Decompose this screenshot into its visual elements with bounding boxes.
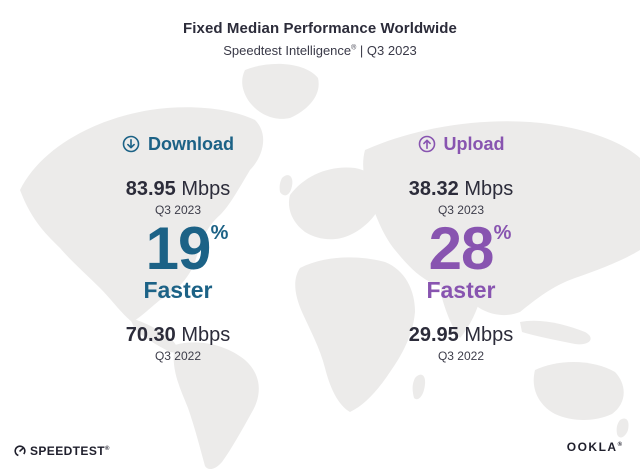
- registered-mark: ®: [351, 44, 357, 52]
- header: Fixed Median Performance Worldwide Speed…: [0, 20, 640, 58]
- speedtest-brand: SPEEDTEST®: [30, 444, 110, 458]
- upload-heading: Upload: [351, 130, 571, 158]
- upload-previous-value: 29.95: [408, 324, 459, 346]
- download-previous-value: 70.30: [125, 324, 176, 346]
- upload-previous-unit: Mbps: [458, 324, 514, 346]
- download-previous-unit: Mbps: [175, 324, 231, 346]
- map-madagascar: [412, 374, 426, 400]
- map-japan: [584, 209, 599, 237]
- subtitle-source: Speedtest Intelligence: [223, 43, 352, 58]
- map-central-america: [130, 318, 178, 353]
- map-uk: [279, 175, 293, 196]
- download-change-label: Faster: [143, 277, 213, 303]
- map-south-america: [173, 342, 259, 470]
- upload-previous-period: Q3 2022: [437, 349, 485, 363]
- upload-current-period: Q3 2023: [437, 203, 485, 217]
- page-title: Fixed Median Performance Worldwide: [182, 20, 457, 37]
- download-heading: Download: [68, 130, 288, 158]
- upload-label: Upload: [443, 133, 505, 154]
- map-australia: [533, 361, 624, 420]
- map-india: [440, 269, 482, 338]
- download-current-period: Q3 2023: [154, 203, 202, 217]
- map-asia: [363, 121, 640, 316]
- download-current-value: 83.95: [125, 178, 176, 200]
- download-current-speed: 83.95 Mbps: [68, 178, 288, 201]
- speedtest-gauge-icon: [14, 445, 26, 457]
- map-europe: [288, 167, 383, 240]
- map-north-america: [20, 107, 264, 323]
- upload-circle-arrow-icon: [418, 135, 435, 153]
- download-change-percent: 19%: [146, 219, 229, 279]
- download-change-value: 19: [145, 215, 212, 282]
- download-previous-period: Q3 2022: [154, 349, 202, 363]
- download-previous-speed: 70.30 Mbps: [68, 324, 288, 347]
- subtitle-period: | Q3 2023: [356, 43, 417, 58]
- download-label: Download: [148, 133, 234, 154]
- download-change-symbol: %: [210, 222, 229, 244]
- speedtest-logo: SPEEDTEST®: [14, 444, 110, 458]
- upload-change-value: 28: [428, 215, 495, 282]
- upload-change-percent: 28%: [429, 219, 512, 279]
- page-subtitle: Speedtest Intelligence® | Q3 2023: [0, 43, 640, 58]
- download-current-unit: Mbps: [175, 178, 231, 200]
- ookla-trademark: ®: [617, 442, 622, 448]
- upload-current-speed: 38.32 Mbps: [351, 178, 571, 201]
- ookla-brand: OOKLA: [566, 440, 618, 454]
- ookla-logo: OOKLA®: [567, 440, 622, 454]
- upload-panel: Upload 38.32 Mbps Q3 2023 28% Faster 29.…: [351, 130, 571, 364]
- map-southeast-asia: [520, 320, 591, 345]
- map-new-zealand: [616, 418, 629, 438]
- upload-current-unit: Mbps: [458, 178, 514, 200]
- map-greenland: [242, 63, 319, 119]
- download-panel: Download 83.95 Mbps Q3 2023 19% Faster 7…: [68, 130, 288, 363]
- upload-change-symbol: %: [493, 222, 512, 244]
- upload-change-label: Faster: [426, 277, 496, 303]
- speedtest-brand-text: SPEEDTEST: [30, 444, 105, 458]
- upload-current-value: 38.32: [408, 178, 459, 200]
- map-africa: [295, 257, 415, 412]
- speedtest-trademark: ®: [104, 446, 110, 452]
- download-circle-arrow-icon: [122, 135, 140, 153]
- upload-previous-speed: 29.95 Mbps: [351, 324, 571, 347]
